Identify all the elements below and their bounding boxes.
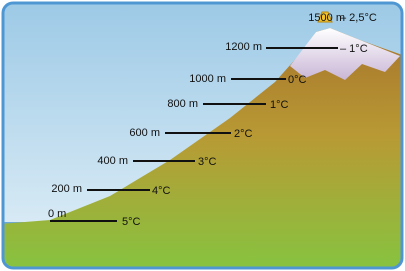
altitude-label: 800 m [167,98,198,110]
temperature-label: 5°C [122,216,141,228]
altitude-label: 1200 m [225,41,262,53]
altitude-label: 200 m [51,183,82,195]
temperature-label: 1°C [270,99,289,111]
altitude-label: 0 m [48,208,66,220]
temperature-label: 2°C [234,128,253,140]
altitude-label: 1000 m [189,73,226,85]
temperature-label: 0°C [288,74,307,86]
altitude-diagram: 1500 m – 2,5°C 1200 m – 1°C 1000 m 0°C 8… [0,0,405,271]
temperature-label: 4°C [152,185,171,197]
scene [0,0,405,271]
temperature-label: 3°C [198,156,217,168]
altitude-label: 400 m [97,155,128,167]
temperature-label: – 2,5°C [340,12,377,24]
temperature-label: – 1°C [340,43,368,55]
altitude-label: 600 m [129,127,160,139]
